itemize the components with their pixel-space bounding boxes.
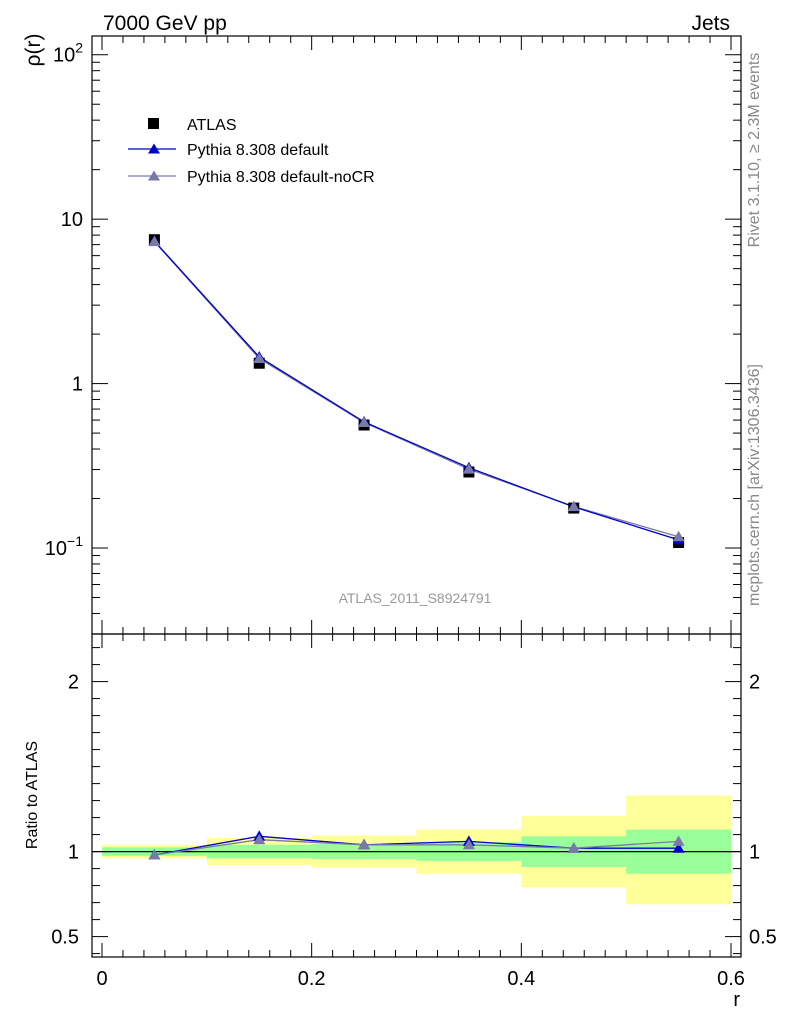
main-point-2 [672, 530, 685, 542]
ratio-y-tick-label-right: 1 [749, 842, 760, 864]
main-line-1 [153, 240, 679, 541]
mcplots-label: mcplots.cern.ch [arXiv:1306.3436] [746, 364, 763, 606]
x-axis-label: r [733, 989, 740, 1011]
main-point-2 [358, 416, 371, 427]
legend-label-default: Pythia 8.308 default [187, 142, 329, 159]
ratio-point-1 [148, 849, 161, 860]
x-tick-label: 0.4 [507, 968, 535, 990]
ratio-y-tick-label-right: 0.5 [749, 927, 777, 949]
ratio-y-tick-label-right: 2 [749, 672, 760, 694]
ratio-point-1 [567, 842, 580, 853]
ratio-point-1 [253, 833, 266, 845]
ratio-point-1 [672, 835, 685, 846]
main-point-2 [567, 500, 580, 511]
ratio-y-tick-label-left: 0.5 [51, 927, 79, 949]
main-y-axis-label: ρ(r) [22, 34, 45, 67]
ratio-line-1 [154, 839, 679, 856]
x-tick-label: 0.2 [298, 968, 326, 990]
legend-marker-atlas [148, 118, 159, 129]
ratio-point-1 [358, 838, 371, 850]
ratio-panel-bands [92, 795, 741, 905]
atlas-data-point [253, 357, 265, 369]
main-line-2 [153, 241, 679, 538]
ratio-point-0 [672, 842, 685, 853]
legend-label-nocr: Pythia 8.308 default-noCR [187, 169, 375, 186]
axes-layer: 0 0.2 0.4 0.6 10−1 1 10 102 0.5 0.5 1 1 2 2 [45, 35, 777, 990]
header-left: 7000 GeV pp [103, 12, 227, 35]
header-right: Jets [691, 12, 730, 35]
main-point-2 [148, 235, 161, 247]
ratio-y-axis-label: Ratio to ATLAS [24, 741, 41, 849]
main-y-tick-label: 10−1 [45, 533, 83, 560]
x-tick-label: 0.6 [717, 968, 745, 990]
main-point-2 [253, 352, 266, 364]
legend-label-atlas: ATLAS [187, 117, 237, 134]
main-point-2 [462, 463, 475, 474]
main-y-tick-label: 10 [61, 209, 83, 231]
main-y-tick-label: 102 [53, 40, 83, 67]
x-tick-label: 0 [96, 968, 107, 990]
analysis-watermark: ATLAS_2011_S8924791 [339, 590, 492, 606]
ratio-point-1 [462, 838, 475, 850]
series-layer [148, 234, 685, 860]
rivet-label: Rivet 3.1.10, ≥ 2.3M events [746, 53, 763, 248]
ratio-y-tick-label-left: 2 [68, 672, 79, 694]
legend-marker-nocr [148, 170, 160, 181]
ratio-line-0 [154, 835, 679, 856]
legend-marker-default [148, 143, 160, 154]
legend: ATLAS Pythia 8.308 default Pythia 8.308 … [128, 117, 375, 186]
ratio-y-tick-label-left: 1 [68, 842, 79, 864]
main-y-tick-label: 1 [72, 374, 83, 396]
